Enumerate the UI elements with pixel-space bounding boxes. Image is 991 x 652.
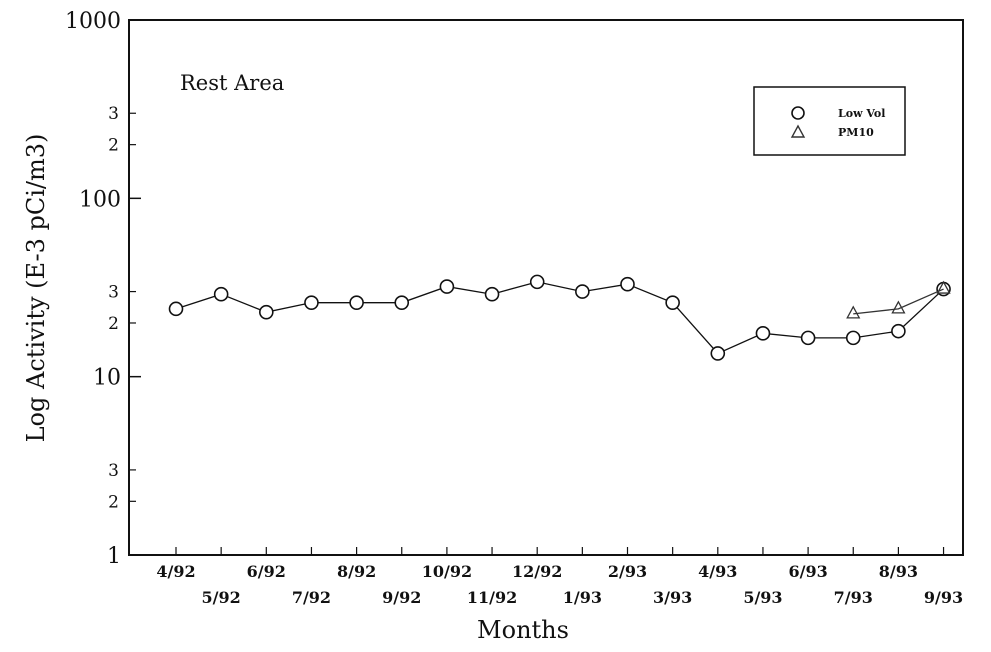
data-point-low-vol	[891, 323, 906, 339]
data-series	[168, 274, 951, 361]
data-point-low-vol	[439, 279, 455, 294]
x-tick-label: 7/93	[834, 588, 873, 607]
y-tick-label-minor: 2	[108, 136, 119, 156]
x-tick-label: 11/92	[467, 588, 517, 607]
data-point-low-vol	[800, 330, 816, 346]
legend-circle-marker	[791, 106, 805, 120]
data-point-low-vol	[168, 301, 184, 317]
y-tick-label: 1	[107, 544, 121, 569]
y-tick-label-minor: 2	[108, 492, 119, 512]
x-tick-label: 1/93	[563, 588, 602, 607]
data-point-pm10	[846, 305, 861, 319]
data-point-low-vol	[394, 295, 410, 310]
x-tick-label: 8/92	[337, 562, 376, 581]
x-tick-label: 6/93	[788, 562, 827, 581]
x-tick-label: 6/92	[247, 562, 286, 581]
y-tick-label: 10	[93, 366, 121, 391]
data-point-low-vol	[755, 326, 771, 341]
x-tick-label: 9/92	[382, 588, 421, 607]
legend-label-pm10: PM10	[838, 126, 874, 139]
data-point-low-vol	[665, 295, 680, 310]
x-tick-label: 10/92	[422, 562, 472, 581]
data-point-low-vol	[213, 286, 229, 302]
x-axis-title: Months	[477, 616, 569, 644]
data-point-low-vol	[349, 295, 364, 310]
y-tick-label-minor: 3	[108, 104, 119, 124]
series-line-pm10	[853, 288, 944, 315]
data-point-pm10	[936, 280, 951, 294]
x-tick-label: 5/93	[743, 588, 782, 607]
x-tick-label: 9/93	[924, 588, 963, 607]
data-point-low-vol	[710, 346, 726, 361]
y-axis-title: Log Activity (E-3 pCi/m3)	[22, 134, 50, 443]
legend-triangle-marker	[790, 124, 806, 138]
legend-label-low-vol: Low Vol	[838, 107, 885, 120]
legend-box	[753, 86, 906, 156]
y-tick-label-minor: 3	[108, 461, 119, 481]
data-point-pm10	[891, 300, 906, 314]
y-tick-label: 100	[79, 187, 121, 212]
data-point-low-vol	[304, 295, 319, 310]
data-point-low-vol	[620, 276, 635, 292]
data-point-low-vol	[258, 304, 274, 320]
x-tick-label: 2/93	[608, 562, 647, 581]
x-tick-label: 4/92	[156, 562, 195, 581]
y-tick-label: 1000	[65, 9, 121, 34]
x-tick-label: 12/92	[512, 562, 562, 581]
data-point-low-vol	[575, 284, 590, 299]
data-point-low-vol	[529, 274, 545, 290]
legend: Low Vol PM10	[753, 86, 906, 156]
x-tick-label: 3/93	[653, 588, 692, 607]
x-tick-label: 7/92	[292, 588, 331, 607]
x-tick-label: 4/93	[698, 562, 737, 581]
data-point-low-vol	[845, 330, 861, 346]
x-tick-label: 5/92	[202, 588, 241, 607]
x-tick-label: 8/93	[879, 562, 918, 581]
series-line-low-vol	[175, 281, 944, 355]
y-tick-label-minor: 3	[108, 283, 119, 303]
annotation-rest-area: Rest Area	[180, 71, 284, 95]
y-axis: 1 10 100 1000 2 3 2 3 2 3	[65, 9, 141, 569]
data-point-low-vol	[484, 286, 500, 302]
plot-frame	[128, 19, 964, 556]
y-tick-label-minor: 2	[108, 314, 119, 334]
